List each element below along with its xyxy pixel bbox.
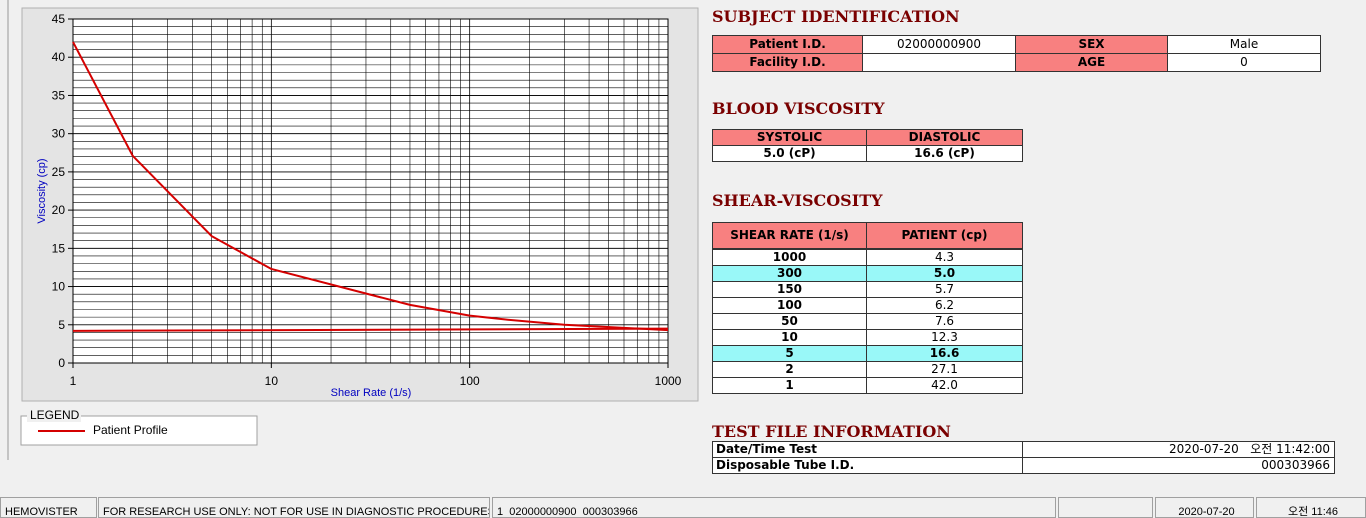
y-tick-label: 25: [52, 165, 66, 179]
y-tick-label: 30: [52, 127, 66, 141]
table-cell: 16.6 (cP): [866, 145, 1023, 162]
column-header: DIASTOLIC: [866, 129, 1023, 146]
status-field: 1 02000000900 000303966: [492, 497, 1056, 518]
table-cell: 150: [712, 281, 867, 298]
status-field: HEMOVISTER: [0, 497, 97, 518]
x-tick-label: 10: [265, 374, 279, 388]
column-header: SHEAR RATE (1/s): [712, 222, 867, 249]
field-label: Facility I.D.: [712, 53, 863, 72]
table-cell: 10: [712, 329, 867, 346]
table-cell: 2: [712, 361, 867, 378]
field-label: Date/Time Test: [712, 441, 1023, 458]
section-title: TEST FILE INFORMATION: [712, 422, 951, 441]
status-field: [1058, 497, 1153, 518]
status-field: 2020-07-20: [1155, 497, 1254, 518]
section-title: SUBJECT IDENTIFICATION: [712, 7, 960, 26]
column-header: SYSTOLIC: [712, 129, 867, 146]
table-cell: 1000: [712, 249, 867, 266]
table-cell: 4.3: [866, 249, 1023, 266]
status-field: 오전 11:46: [1256, 497, 1366, 518]
x-tick-label: 1000: [655, 374, 682, 388]
chart: Viscosity (cp) Shear Rate (1/s) LEGEND 0…: [7, 0, 699, 460]
table-cell: 6.2: [866, 297, 1023, 314]
table-cell: 7.6: [866, 313, 1023, 330]
y-tick-label: 35: [52, 88, 66, 102]
series-line: [72, 327, 669, 332]
column-header: PATIENT (cp): [866, 222, 1023, 249]
table-cell: 12.3: [866, 329, 1023, 346]
table-cell: 27.1: [866, 361, 1023, 378]
x-tick-label: 1: [70, 374, 77, 388]
x-axis-title: Shear Rate (1/s): [331, 387, 412, 399]
y-tick-label: 10: [52, 280, 66, 294]
field-value: 000303966: [1022, 457, 1335, 474]
legend-label: Patient Profile: [93, 423, 168, 437]
field-label: SEX: [1015, 35, 1168, 54]
field-value: 0: [1167, 53, 1321, 72]
table-cell: 300: [712, 265, 867, 282]
y-tick-label: 5: [58, 318, 65, 332]
table-cell: 5.0 (cP): [712, 145, 867, 162]
table-cell: 5.0: [866, 265, 1023, 282]
y-tick-label: 20: [52, 203, 66, 217]
y-axis-title: Viscosity (cp): [36, 158, 48, 223]
y-tick-label: 40: [52, 50, 66, 64]
legend-title-bg: [27, 409, 81, 422]
y-tick-label: 45: [52, 12, 66, 26]
plot-area: [73, 19, 668, 363]
field-label: Patient I.D.: [712, 35, 863, 54]
legend-title: LEGEND: [30, 408, 80, 422]
field-value: Male: [1167, 35, 1321, 54]
x-tick-label: 100: [460, 374, 480, 388]
table-cell: 16.6: [866, 345, 1023, 362]
table-cell: 100: [712, 297, 867, 314]
y-tick-label: 0: [58, 356, 65, 370]
plot-border: [72, 18, 669, 364]
table-cell: 42.0: [866, 377, 1023, 394]
table-cell: 50: [712, 313, 867, 330]
section-title: BLOOD VISCOSITY: [712, 99, 885, 118]
field-label: Disposable Tube I.D.: [712, 457, 1023, 474]
field-value: 02000000900: [862, 35, 1016, 54]
y-tick-label: 15: [52, 241, 66, 255]
series-line: [72, 41, 669, 332]
status-field: FOR RESEARCH USE ONLY: NOT FOR USE IN DI…: [98, 497, 490, 518]
table-cell: 1: [712, 377, 867, 394]
field-value: [862, 53, 1016, 72]
table-cell: 5.7: [866, 281, 1023, 298]
section-title: SHEAR-VISCOSITY: [712, 191, 883, 210]
field-label: AGE: [1015, 53, 1168, 72]
table-cell: 5: [712, 345, 867, 362]
field-value: 2020-07-20 오전 11:42:00: [1022, 441, 1335, 458]
